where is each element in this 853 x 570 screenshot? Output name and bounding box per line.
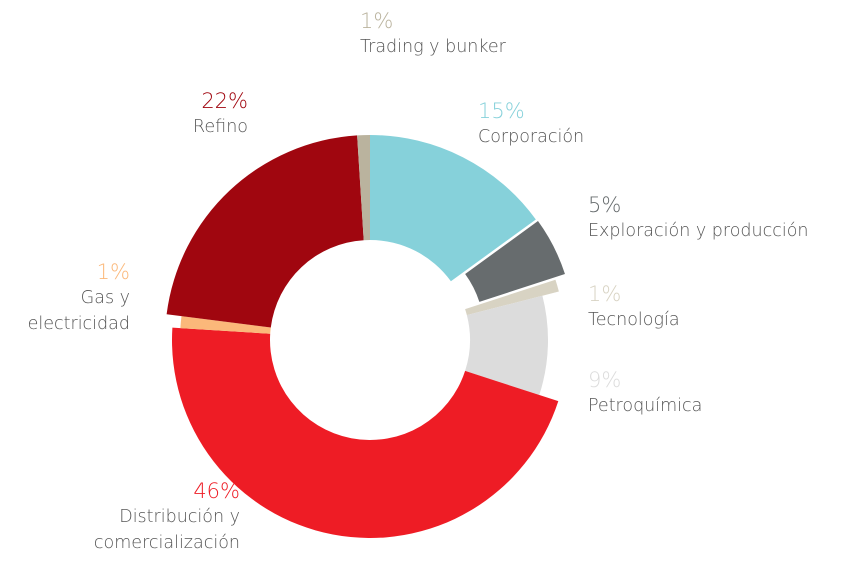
donut-segment xyxy=(180,316,271,334)
category-label: Petroquímica xyxy=(588,396,703,416)
category-label: Tecnología xyxy=(588,310,680,330)
percent-label: 1% xyxy=(360,9,394,33)
category-label: Trading y bunker xyxy=(360,37,506,57)
segment-label: 22% Refino xyxy=(98,88,248,140)
segment-label: 1% Tecnología xyxy=(588,281,838,333)
segment-label: 15% Corporación xyxy=(478,98,778,150)
percent-label: 1% xyxy=(588,282,622,306)
donut-segment xyxy=(465,279,559,316)
donut-segment xyxy=(172,327,559,539)
donut-segment xyxy=(465,295,548,396)
percent-label: 15% xyxy=(478,99,525,123)
segment-label: 46% Distribución y comercialización xyxy=(90,478,240,556)
segment-label: 1% Gas y electricidad xyxy=(15,259,130,337)
category-label: Corporación xyxy=(478,127,585,147)
category-label: Gas y electricidad xyxy=(27,288,130,334)
donut-segment xyxy=(370,135,536,282)
segment-label: 5% Exploración y producción xyxy=(588,192,848,244)
category-label: Exploración y producción xyxy=(588,221,809,241)
donut-segment xyxy=(357,135,370,241)
percent-label: 46% xyxy=(193,479,240,503)
segment-label: 1% Trading y bunker xyxy=(360,8,610,60)
percent-label: 22% xyxy=(201,89,248,113)
percent-label: 9% xyxy=(588,368,622,392)
category-label: Distribución y comercialización xyxy=(93,507,240,553)
donut-segment xyxy=(465,221,565,302)
percent-label: 1% xyxy=(96,260,130,284)
donut-segment xyxy=(166,135,364,328)
category-label: Refino xyxy=(193,117,248,137)
percent-label: 5% xyxy=(588,193,622,217)
segment-label: 9% Petroquímica xyxy=(588,367,838,419)
